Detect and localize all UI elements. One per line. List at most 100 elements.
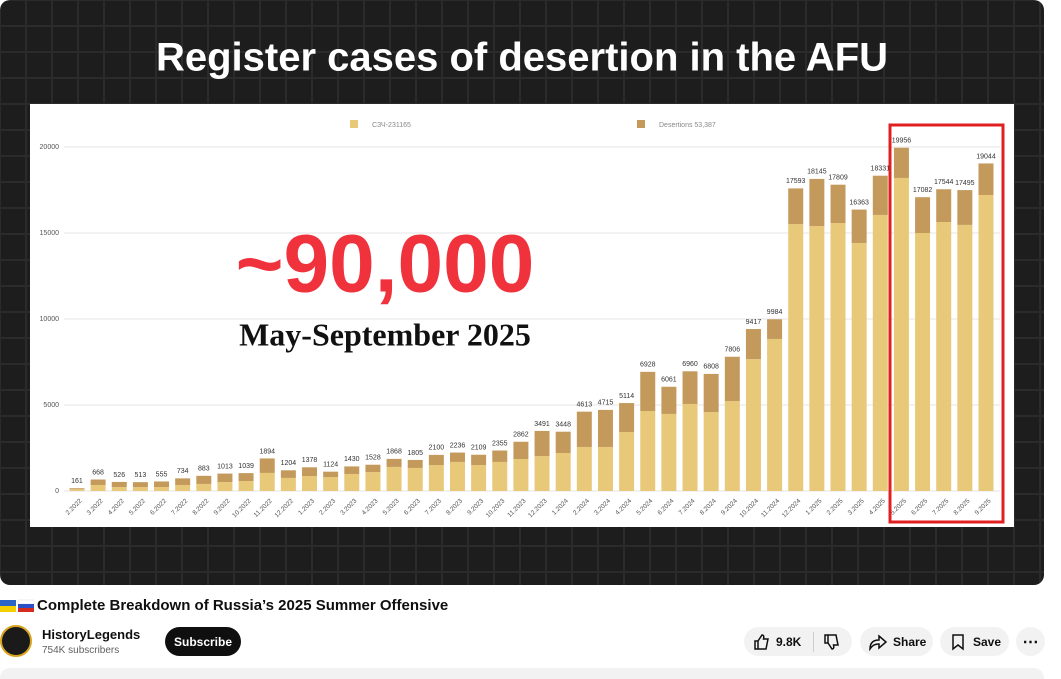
bar-segment bbox=[661, 386, 677, 414]
bar-segment bbox=[915, 197, 931, 233]
bar-segment bbox=[175, 478, 191, 485]
bar-segment bbox=[936, 189, 952, 222]
total-label: 17544 bbox=[934, 179, 954, 186]
bar-segment bbox=[365, 464, 381, 473]
total-label: 1430 bbox=[344, 456, 360, 463]
bar-segment bbox=[724, 356, 740, 402]
total-label: 17082 bbox=[913, 187, 933, 194]
bar-segment bbox=[576, 411, 592, 447]
total-label: 3491 bbox=[534, 421, 550, 428]
bar-segment bbox=[344, 466, 360, 474]
total-label: 2109 bbox=[471, 445, 487, 452]
bar-segment bbox=[302, 467, 318, 477]
total-label: 734 bbox=[177, 468, 189, 475]
bar-segment bbox=[893, 147, 909, 178]
like-button[interactable]: 9.8K bbox=[744, 627, 852, 656]
bar-segment bbox=[872, 214, 888, 491]
bar-segment bbox=[428, 465, 444, 491]
bar-segment bbox=[280, 477, 296, 491]
bar-segment bbox=[809, 178, 825, 227]
more-button[interactable]: ⋯ bbox=[1016, 627, 1045, 656]
description-box[interactable] bbox=[0, 668, 1044, 679]
bar-segment bbox=[809, 226, 825, 491]
bar-segment bbox=[302, 476, 318, 491]
bar-segment bbox=[851, 209, 867, 243]
total-label: 1204 bbox=[281, 460, 297, 467]
y-tick-label: 15000 bbox=[40, 230, 60, 237]
total-label: 18331 bbox=[871, 166, 891, 173]
bar-segment bbox=[492, 461, 508, 491]
bar-segment bbox=[893, 177, 909, 491]
bar-segment bbox=[555, 452, 571, 491]
total-label: 9417 bbox=[746, 319, 762, 326]
bar-segment bbox=[661, 413, 677, 491]
bar-segment bbox=[259, 458, 275, 473]
total-label: 1528 bbox=[365, 455, 381, 462]
bar-segment bbox=[344, 473, 360, 491]
bar-segment bbox=[471, 465, 487, 491]
bar-segment bbox=[111, 487, 127, 491]
bar-segment bbox=[69, 488, 85, 490]
total-label: 2236 bbox=[450, 442, 466, 449]
bar-segment bbox=[745, 329, 761, 360]
bar-segment bbox=[788, 188, 804, 225]
y-tick-label: 0 bbox=[55, 488, 59, 495]
bar-segment bbox=[513, 459, 529, 491]
bar-segment bbox=[407, 459, 423, 468]
bar-segment bbox=[767, 319, 783, 339]
bar-segment bbox=[471, 454, 487, 466]
bar-segment bbox=[428, 454, 444, 466]
share-button[interactable]: Share bbox=[860, 627, 933, 656]
bar-segment bbox=[788, 224, 804, 491]
save-button[interactable]: Save bbox=[940, 627, 1009, 656]
legend-label: СЗЧ-231165 bbox=[372, 122, 411, 129]
bar-segment bbox=[597, 409, 613, 447]
video-title: Complete Breakdown of Russia’s 2025 Summ… bbox=[37, 597, 449, 614]
total-label: 1039 bbox=[238, 463, 254, 470]
bar-segment bbox=[830, 223, 846, 492]
bar-segment bbox=[872, 175, 888, 215]
total-label: 9984 bbox=[767, 309, 783, 316]
annotation: ~90,000 bbox=[236, 219, 535, 310]
total-label: 2100 bbox=[429, 445, 445, 452]
total-label: 883 bbox=[198, 466, 210, 473]
bar-segment bbox=[132, 487, 148, 491]
bar-segment bbox=[217, 473, 233, 483]
bar-segment bbox=[597, 446, 613, 491]
save-label: Save bbox=[973, 634, 1002, 649]
total-label: 17809 bbox=[828, 175, 848, 182]
legend-swatch bbox=[637, 120, 645, 128]
bar-segment bbox=[745, 359, 761, 491]
bar-segment bbox=[280, 470, 296, 478]
flags bbox=[0, 599, 34, 612]
bar-segment bbox=[323, 471, 339, 478]
share-icon bbox=[869, 633, 887, 651]
bar-segment bbox=[238, 481, 254, 491]
bar-segment bbox=[196, 475, 212, 484]
bar-segment bbox=[640, 411, 656, 491]
bar-segment bbox=[90, 479, 106, 485]
bar-segment bbox=[640, 371, 656, 412]
bar-segment bbox=[534, 456, 550, 491]
subscribe-button[interactable]: Subscribe bbox=[165, 627, 241, 656]
dislike-icon[interactable] bbox=[822, 633, 840, 651]
bar-segment bbox=[386, 466, 402, 491]
total-label: 513 bbox=[135, 472, 147, 479]
bar-segment bbox=[682, 403, 698, 491]
channel-name[interactable]: HistoryLegends bbox=[42, 627, 141, 642]
total-label: 19956 bbox=[892, 138, 912, 145]
video-title-overlay: Register cases of desertion in the AFU bbox=[156, 36, 888, 80]
total-label: 2355 bbox=[492, 440, 508, 447]
bar-segment bbox=[69, 489, 85, 491]
channel-avatar[interactable] bbox=[0, 625, 32, 657]
total-label: 4613 bbox=[577, 402, 593, 409]
total-label: 3448 bbox=[555, 422, 571, 429]
bar-segment bbox=[407, 467, 423, 491]
bar-segment bbox=[767, 338, 783, 491]
video-player[interactable]: Register cases of desertion in the AFU С… bbox=[0, 0, 1044, 585]
bar-segment bbox=[323, 477, 339, 491]
legend-swatch bbox=[350, 120, 358, 128]
bar-segment bbox=[513, 441, 529, 460]
total-label: 1013 bbox=[217, 463, 233, 470]
bar-segment bbox=[619, 432, 635, 491]
